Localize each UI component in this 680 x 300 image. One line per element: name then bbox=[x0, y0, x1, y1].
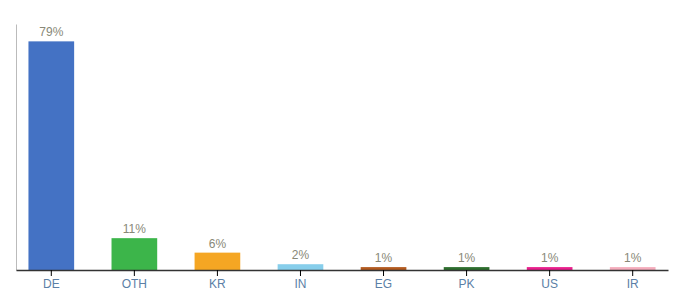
x-tick: PK bbox=[459, 270, 475, 291]
data-labels: 79% 11% 6% 2% 1% 1% 1% 1% bbox=[39, 25, 641, 265]
bar bbox=[112, 238, 158, 270]
data-label: 2% bbox=[292, 248, 310, 262]
x-tick-mark bbox=[549, 270, 550, 276]
bar bbox=[278, 264, 324, 270]
data-label: 1% bbox=[541, 251, 559, 265]
x-tick-label: OTH bbox=[122, 277, 147, 291]
x-tick-mark bbox=[134, 270, 135, 276]
x-tick-mark bbox=[383, 270, 384, 276]
x-tick-mark bbox=[217, 270, 218, 276]
bars bbox=[28, 41, 655, 270]
x-tick: KR bbox=[209, 270, 226, 291]
data-label: 11% bbox=[123, 222, 146, 236]
x-tick-label: PK bbox=[459, 277, 475, 291]
x-tick: EG bbox=[375, 270, 392, 291]
bar bbox=[610, 267, 656, 270]
x-tick: OTH bbox=[122, 270, 147, 291]
x-tick-mark bbox=[466, 270, 467, 276]
y-axis bbox=[16, 25, 17, 271]
data-label: 79% bbox=[39, 25, 63, 39]
data-label: 1% bbox=[375, 251, 393, 265]
bar bbox=[28, 41, 74, 270]
x-axis-line bbox=[17, 270, 669, 272]
chart: DE OTH KR IN EG PK US IR 79% 11% 6% 2% 1% 1% 1% 1% bbox=[0, 0, 680, 300]
data-label: 1% bbox=[458, 251, 476, 265]
x-tick-label: IN bbox=[294, 277, 306, 291]
data-label: 1% bbox=[624, 251, 642, 265]
x-tick: DE bbox=[43, 270, 60, 291]
y-axis-line bbox=[16, 25, 17, 271]
x-tick-mark bbox=[51, 270, 52, 276]
x-tick-mark bbox=[300, 270, 301, 276]
data-label: 6% bbox=[209, 237, 227, 251]
x-tick-label: KR bbox=[209, 277, 226, 291]
bar bbox=[444, 267, 490, 270]
x-tick: IR bbox=[627, 270, 639, 291]
x-tick: US bbox=[541, 270, 558, 291]
bar bbox=[527, 267, 573, 270]
x-tick-label: IR bbox=[627, 277, 639, 291]
x-tick-label: EG bbox=[375, 277, 392, 291]
bar bbox=[361, 267, 407, 270]
x-tick-label: US bbox=[541, 277, 558, 291]
x-tick-mark bbox=[632, 270, 633, 276]
x-tick: IN bbox=[294, 270, 306, 291]
plot: DE OTH KR IN EG PK US IR 79% 11% 6% 2% 1% 1% 1% 1% bbox=[17, 25, 669, 291]
x-axis: DE OTH KR IN EG PK US IR bbox=[17, 270, 669, 291]
bar bbox=[195, 253, 241, 270]
x-tick-label: DE bbox=[43, 277, 60, 291]
